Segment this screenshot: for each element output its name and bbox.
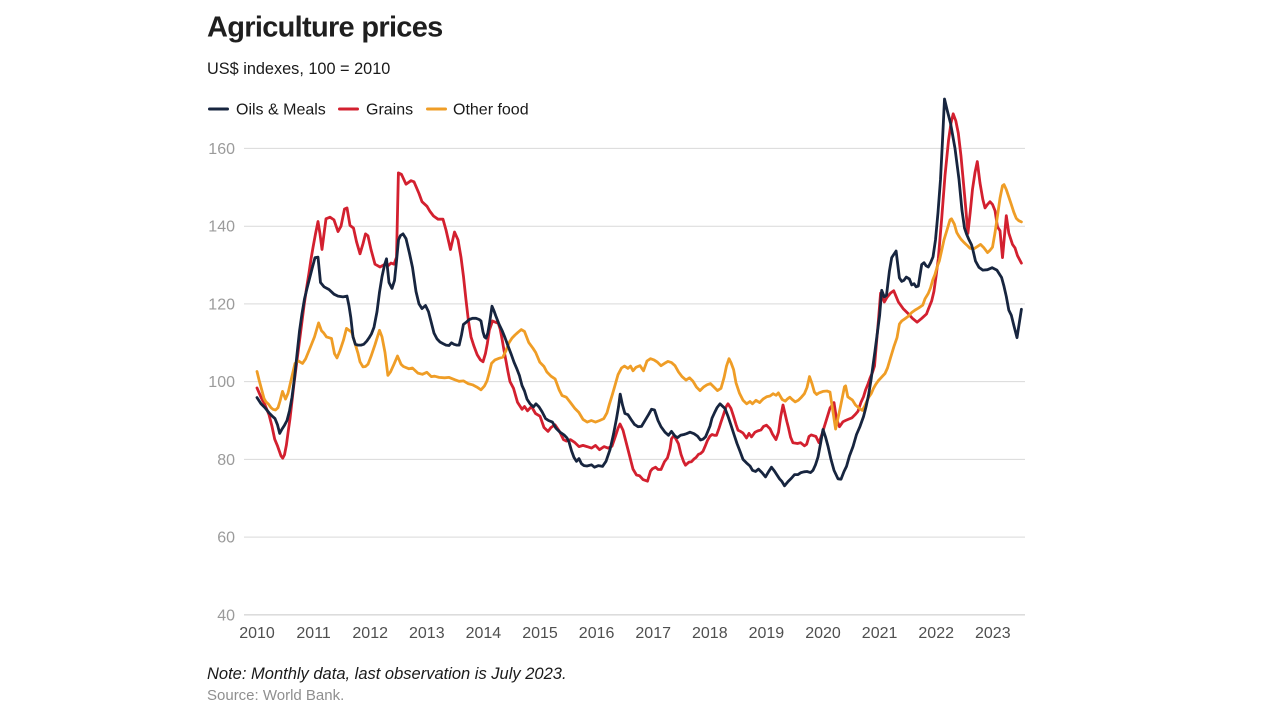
svg-text:Note: Monthly data, last obser: Note: Monthly data, last observation is … — [207, 665, 567, 683]
svg-text:2015: 2015 — [522, 625, 558, 642]
svg-text:60: 60 — [217, 530, 235, 547]
svg-text:Oils & Meals: Oils & Meals — [236, 102, 326, 119]
svg-text:40: 40 — [217, 607, 235, 624]
svg-text:Grains: Grains — [366, 102, 413, 119]
svg-text:2023: 2023 — [975, 625, 1011, 642]
svg-text:Other food: Other food — [453, 102, 529, 119]
svg-text:2022: 2022 — [918, 625, 954, 642]
svg-text:Agriculture prices: Agriculture prices — [207, 12, 443, 44]
svg-text:2013: 2013 — [409, 625, 445, 642]
svg-text:2012: 2012 — [352, 625, 388, 642]
svg-text:2014: 2014 — [466, 625, 502, 642]
svg-text:80: 80 — [217, 452, 235, 469]
svg-text:2017: 2017 — [635, 625, 671, 642]
svg-text:2011: 2011 — [296, 625, 331, 642]
svg-text:2010: 2010 — [239, 625, 275, 642]
svg-text:2020: 2020 — [805, 625, 841, 642]
svg-text:120: 120 — [208, 296, 235, 313]
svg-text:2016: 2016 — [579, 625, 615, 642]
svg-text:Source: World Bank.: Source: World Bank. — [207, 687, 344, 704]
svg-text:2019: 2019 — [749, 625, 785, 642]
svg-text:100: 100 — [208, 374, 235, 391]
svg-text:2021: 2021 — [862, 625, 898, 642]
svg-text:US$ indexes, 100 = 2010: US$ indexes, 100 = 2010 — [207, 60, 390, 78]
svg-text:2018: 2018 — [692, 625, 728, 642]
svg-text:140: 140 — [208, 219, 235, 236]
svg-text:160: 160 — [208, 141, 235, 158]
